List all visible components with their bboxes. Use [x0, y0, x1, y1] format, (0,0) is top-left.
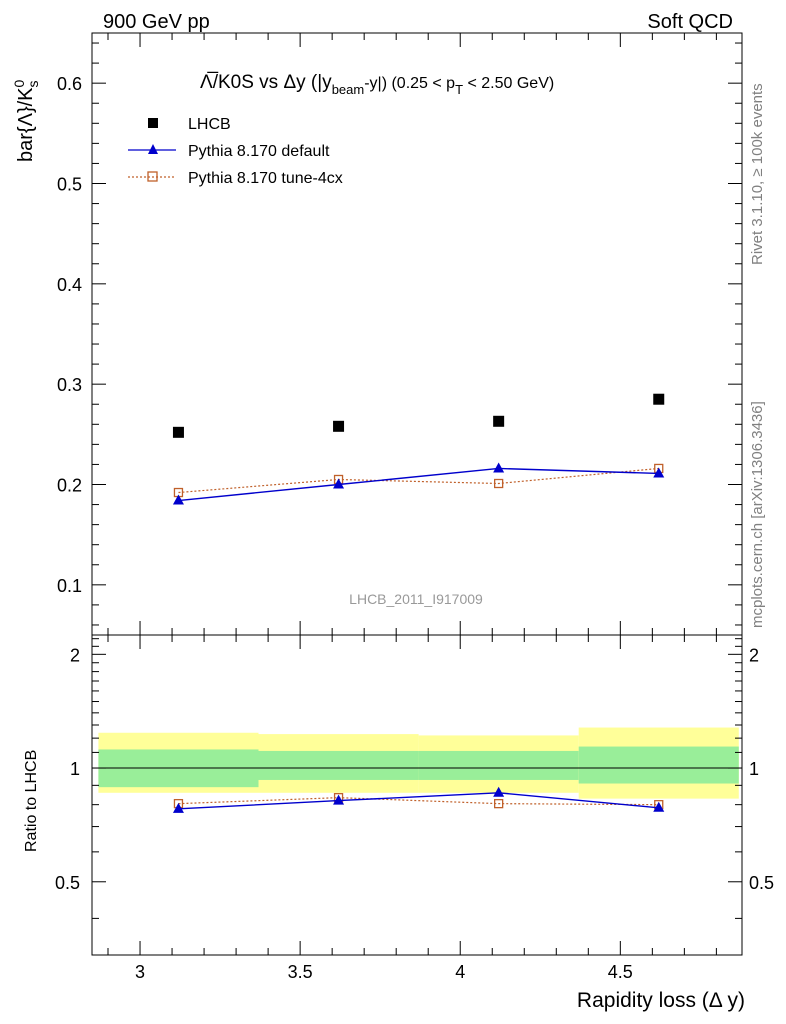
ratio-y-tick-label-right: 2: [749, 645, 759, 665]
lhcb-point: [172, 426, 184, 438]
legend: LHCB Pythia 8.170 default Pythia 8.170 t…: [128, 116, 343, 187]
ratio-band-inner: [578, 746, 739, 784]
ratio-pythia-tune-4cx-line: [178, 797, 659, 806]
ratio-y-axis-label: Ratio to LHCB: [23, 750, 40, 852]
pythia-tune-4cx-line: [178, 467, 659, 494]
legend-label-default: Pythia 8.170 default: [188, 143, 330, 160]
y-tick-label: 0.1: [57, 576, 82, 596]
x-tick-label: 4: [455, 962, 465, 982]
ratio-band-inner: [258, 750, 419, 780]
y-tick-label: 0.6: [57, 74, 82, 94]
legend-marker-lhcb: [148, 118, 158, 128]
ratio-pythia-default-point: [333, 794, 345, 805]
ratio-y-tick-label-right: 0.5: [749, 873, 774, 893]
ratio-pythia-default-point: [172, 802, 184, 813]
legend-label-lhcb: LHCB: [188, 116, 231, 133]
lhcb-point: [493, 415, 505, 427]
y-tick-label: 0.5: [57, 175, 82, 195]
ratio-plot-frame: [91, 634, 743, 956]
pythia-default-point: [333, 478, 345, 489]
y-tick-label: 0.4: [57, 275, 82, 295]
mcplots-label: mcplots.cern.ch [arXiv:1306.3436]: [749, 401, 766, 628]
header-left-label: 900 GeV pp: [103, 11, 210, 33]
x-tick-label: 4.5: [608, 962, 633, 982]
ratio-pythia-tune-4cx-point: [494, 798, 504, 809]
ratio-pythia-default-point: [653, 801, 665, 812]
pythia-default-point: [493, 462, 505, 473]
ratio-band-inner: [418, 750, 579, 780]
y-tick-label: 0.3: [57, 375, 82, 395]
pythia-default-line: [178, 467, 659, 502]
pythia-default-point: [653, 467, 665, 478]
chart-title: Λ̅/K0S vs Δy (|ybeam-y|) (0.25 < pT < 2.…: [200, 72, 554, 97]
analysis-watermark: LHCB_2011_I917009: [349, 591, 483, 607]
x-axis-label: Rapidity loss (Δ y): [577, 989, 745, 1012]
y-axis-label: bar{Λ}/Ks0: [11, 79, 41, 162]
ratio-y-tick-label-left: 1: [70, 759, 80, 779]
legend-marker-default: [148, 144, 158, 154]
x-tick-label: 3: [135, 962, 145, 982]
header-right-label: Soft QCD: [647, 11, 733, 33]
ratio-y-tick-label-right: 1: [749, 759, 759, 779]
ratio-y-tick-label-left: 0.5: [55, 873, 80, 893]
lhcb-point: [653, 393, 665, 405]
pythia-tune-4cx-point: [494, 478, 504, 489]
ratio-pythia-default-point: [493, 786, 505, 797]
legend-marker-tune: [147, 171, 158, 182]
rivet-label: Rivet 3.1.10, ≥ 100k events: [749, 83, 766, 265]
y-tick-label: 0.2: [57, 476, 82, 496]
legend-label-tune: Pythia 8.170 tune-4cx: [188, 170, 343, 187]
x-tick-label: 3.5: [288, 962, 313, 982]
ratio-pythia-default-line: [178, 792, 659, 810]
ratio-y-tick-label-left: 2: [70, 645, 80, 665]
pythia-default-point: [172, 494, 184, 505]
lhcb-point: [333, 420, 345, 432]
